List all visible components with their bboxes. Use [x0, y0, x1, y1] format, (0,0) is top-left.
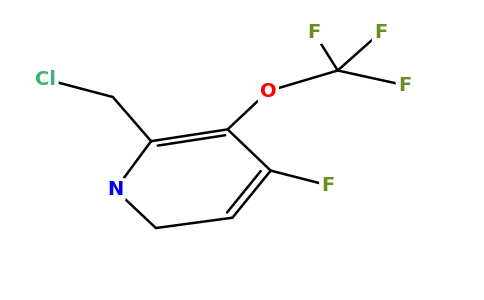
Text: O: O: [260, 82, 277, 100]
Text: Cl: Cl: [35, 70, 56, 89]
Text: F: F: [321, 176, 335, 195]
Text: F: F: [374, 23, 387, 42]
Text: F: F: [398, 76, 411, 95]
Text: N: N: [107, 180, 123, 199]
Text: F: F: [307, 23, 320, 42]
